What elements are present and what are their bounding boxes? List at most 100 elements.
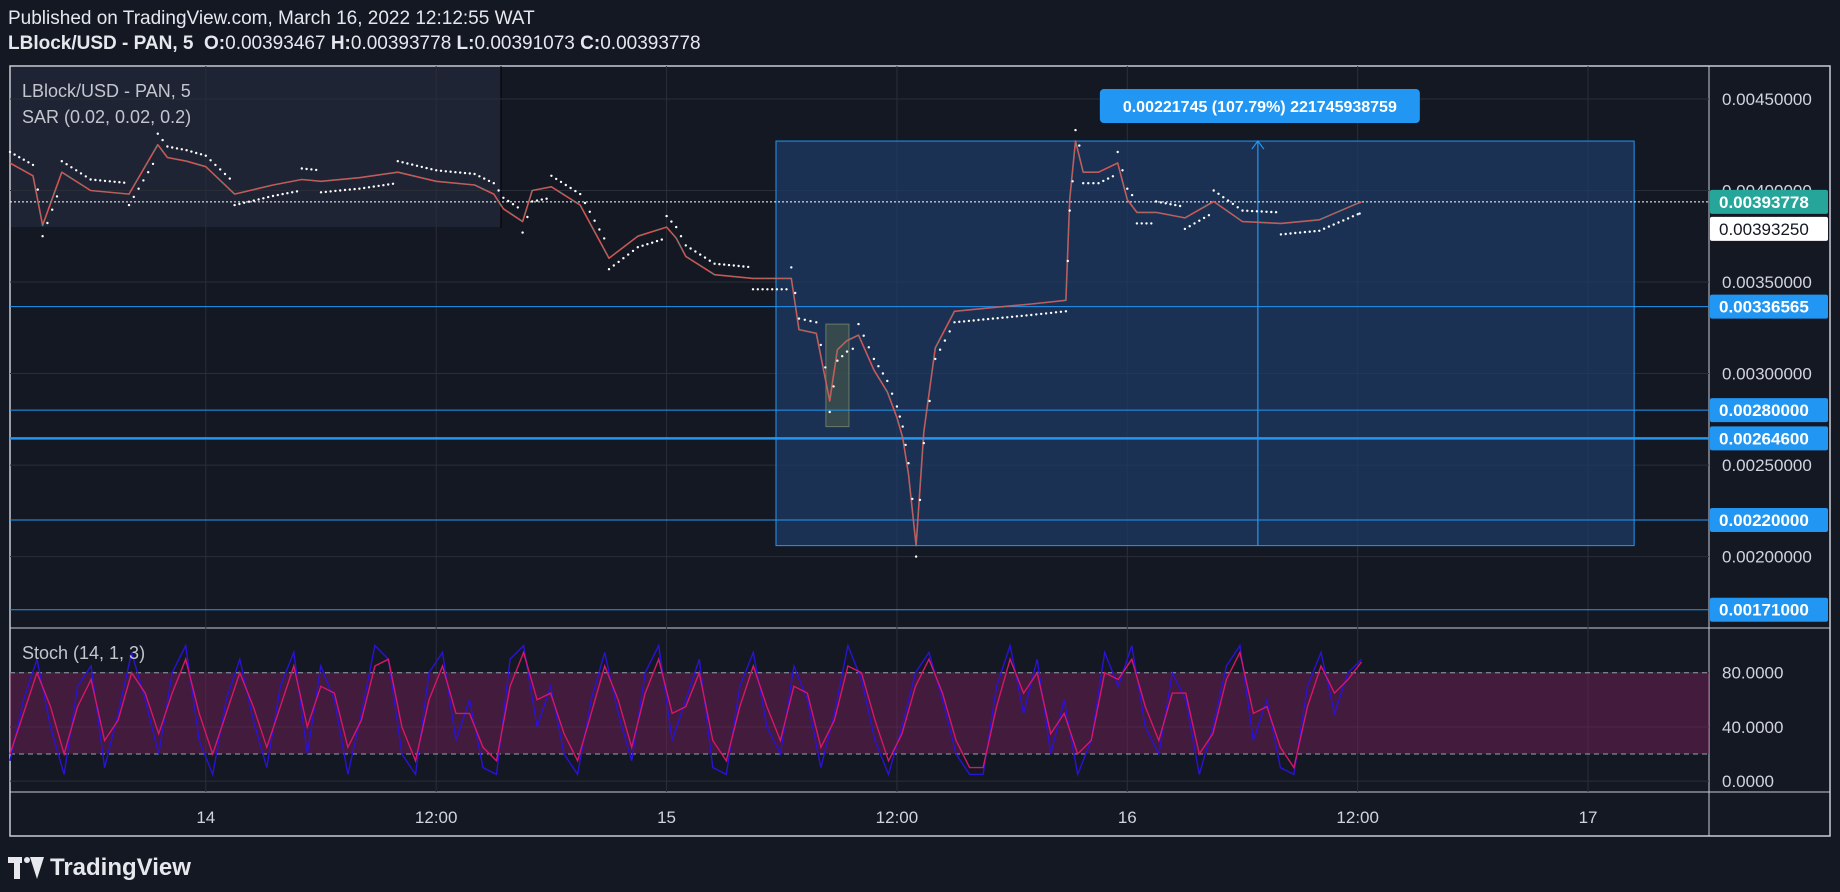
sar-dot — [382, 184, 385, 187]
sar-dot — [555, 177, 558, 181]
sar-dot — [1059, 310, 1063, 313]
sar-dot — [1068, 209, 1071, 212]
sar-dot — [1169, 203, 1172, 206]
sar-dot — [89, 178, 92, 181]
sar-dot — [1154, 200, 1158, 203]
price-tick-label: 0.00450000 — [1722, 90, 1812, 109]
sar-dot — [550, 174, 553, 177]
sar-dot — [363, 186, 366, 190]
sar-dot — [886, 379, 889, 383]
sar-dot — [185, 149, 188, 152]
sar-dot — [180, 148, 183, 151]
time-tick-label: 15 — [657, 808, 676, 827]
sar-dot — [732, 264, 735, 267]
sar-dot — [247, 200, 251, 203]
last-price-label-bg — [1710, 189, 1828, 214]
sar-dot — [569, 186, 572, 190]
stoch-tick-label: 40.0000 — [1722, 718, 1783, 737]
sar-dot — [1140, 222, 1143, 225]
sar-dot — [387, 183, 390, 186]
sar-dot — [819, 343, 822, 347]
sar-dot — [803, 318, 806, 321]
sar-dot — [914, 555, 918, 558]
sar-dot — [1279, 233, 1283, 236]
sar-dot — [171, 146, 174, 149]
price-tick-label: 0.00300000 — [1722, 365, 1812, 384]
sar-dot — [315, 168, 318, 172]
level-price-label: 0.00280000 — [1719, 401, 1809, 420]
sar-dot — [1130, 193, 1134, 197]
sar-dot — [41, 235, 44, 238]
sar-dot — [1106, 177, 1110, 180]
highlight-box[interactable] — [825, 323, 850, 428]
stoch-tick-label: 0.0000 — [1722, 772, 1774, 791]
chart-header: Published on TradingView.com, March 16, … — [8, 6, 701, 56]
level-price-label-bg — [1710, 294, 1828, 319]
sar-dot — [372, 185, 375, 188]
sar-dot — [46, 221, 49, 225]
sar-dot — [612, 264, 615, 267]
sar-dot — [1183, 227, 1187, 231]
open-label: O: — [204, 33, 226, 54]
sar-dot — [583, 201, 587, 205]
sar-dot — [938, 348, 942, 351]
close-label: C: — [580, 33, 601, 54]
sar-dot — [1097, 182, 1100, 185]
sar-dot — [655, 239, 659, 243]
sar-dot — [545, 197, 548, 200]
sar-dot — [603, 237, 606, 240]
sar-dot — [444, 170, 447, 173]
sar-dot — [339, 189, 342, 192]
sar-dot — [675, 225, 678, 229]
sar-dot — [435, 169, 438, 172]
level-price-label: 0.00264600 — [1719, 429, 1809, 448]
sar-dot — [75, 169, 78, 172]
sar-dot — [574, 189, 577, 193]
sar-dot — [108, 180, 112, 183]
sar-dot — [84, 175, 88, 178]
sar-dot — [1049, 311, 1053, 315]
sar-dot — [877, 365, 880, 368]
sar-dot — [36, 188, 39, 191]
sar-dot — [1217, 192, 1220, 195]
sar-dot — [60, 160, 63, 163]
sar-dot — [646, 243, 649, 246]
sar-dot — [223, 172, 227, 176]
sar-dot — [276, 193, 279, 197]
sar-dot — [305, 167, 308, 171]
level-price-label-bg — [1710, 597, 1828, 622]
stoch-d-line[interactable] — [9, 650, 1363, 770]
sar-dot — [1226, 199, 1230, 202]
sar-dot — [907, 462, 910, 465]
sar-dot — [267, 195, 270, 199]
sar-dot — [1265, 210, 1268, 213]
sar-dot — [343, 188, 347, 192]
sar-dot — [564, 183, 567, 187]
sar-dot — [851, 347, 854, 350]
measure-range-box[interactable] — [775, 140, 1635, 547]
sar-dot — [324, 190, 327, 194]
sar-dot — [1332, 223, 1335, 226]
ohlc-line: LBlock/USD - PAN, 5 O:0.00393467 H:0.003… — [8, 31, 701, 56]
sar-dot — [1020, 314, 1023, 318]
sar-dot — [631, 249, 635, 253]
sar-dot — [132, 195, 135, 199]
sar-dot — [559, 180, 563, 184]
close-value: 0.00393778 — [600, 33, 701, 54]
sar-dot — [214, 163, 217, 167]
sar-dot — [175, 147, 179, 150]
sar-dot — [463, 171, 467, 175]
sar-dot — [1111, 175, 1115, 178]
sar-dot — [641, 244, 644, 247]
sar-dot — [1212, 189, 1215, 192]
tradingview-logo[interactable]: TradingView — [8, 854, 191, 882]
sar-dot — [425, 166, 428, 170]
sar-dot — [665, 214, 668, 218]
sar-dot — [862, 334, 865, 337]
sar-dot — [708, 259, 711, 262]
sar-dot — [1010, 315, 1014, 318]
price-tick-label: 0.00200000 — [1722, 548, 1812, 567]
sar-dot — [607, 268, 611, 271]
legend-stoch: Stoch (14, 1, 3) — [22, 643, 145, 663]
